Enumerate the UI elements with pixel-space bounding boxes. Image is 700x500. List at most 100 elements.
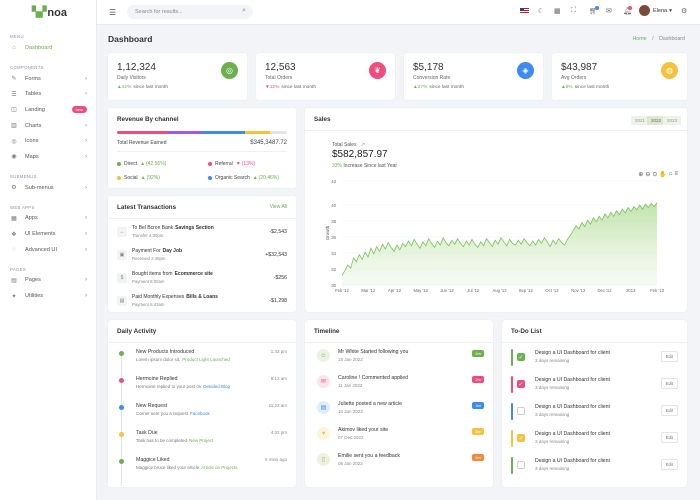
y-axis-label: Growth [325,225,330,240]
sidebar-item-tables[interactable]: ☰ Tables › [0,86,96,102]
sidebar-item-apps[interactable]: ▦ Apps › [0,211,96,227]
cart-icon[interactable]: 🛒︎ [589,8,598,15]
sidebar-section-label: MENU [10,34,24,39]
progress-segment [270,131,287,134]
activity-time: 4:32 pm [270,430,287,435]
year-toggle-2023[interactable]: 2023 [662,116,681,125]
todo-edit-button[interactable]: Edit [660,378,678,389]
channel-social: Social ▲(92%) [117,175,160,181]
user-menu[interactable]: Elena ▾ [639,5,672,16]
channel-dot [208,161,212,166]
menu-toggle-icon[interactable]: ☰ [109,8,117,17]
sidebar-item-icon: ⚙ [11,185,17,192]
sidebar-item-forms[interactable]: ✎ Forms › [0,71,96,87]
todo-edit-button[interactable]: Edit [660,432,678,443]
moon-icon[interactable]: ☾ [538,8,545,15]
stat-change-suffix: since last month [429,85,465,90]
activity-dot [119,432,124,437]
activity-link[interactable]: Facebook [190,411,210,416]
apps-grid-icon[interactable]: ▦ [554,8,561,15]
todo-text: Design a UI Dashboard for client [535,350,610,356]
activity-link[interactable]: Detailed Blog [203,384,231,389]
x-tick-label: Dec '12 [597,288,612,293]
sidebar-item-pages[interactable]: ▤ Pages › [0,273,96,289]
todo-edit-button[interactable]: Edit [660,351,678,362]
sidebar-item-dashboard[interactable]: ⌂ Dashboard [0,40,96,56]
transaction-icon: ↔ [117,227,127,237]
sidebar-item-icon: ◫ [11,107,17,114]
activity-time: 6:12 am [270,376,287,381]
sidebar-item-label: Dashboard [25,44,53,51]
sidebar-item-utilities[interactable]: ✦ Utilities › [0,288,96,304]
stat-card: 12,563 Total Orders ▼12% since last month ❦ [256,53,395,100]
fullscreen-icon[interactable]: ⛶ [571,7,576,14]
transaction-title[interactable]: Paid Monthly Expenses Bills & Loans [132,294,218,300]
sidebar-item-sub-menus[interactable]: ⚙ Sub-menus › [0,180,96,196]
todo-sub: 3 days remaining [535,358,570,363]
todo-checkbox[interactable] [517,407,525,415]
search-input[interactable]: Search for results... ⌕ [127,5,253,19]
transaction-title-bold: Day Job [162,248,183,254]
stat-label: Avg Orders [561,75,587,81]
settings-gear-icon[interactable]: ⚙ [681,8,688,15]
chat-icon[interactable]: ✉ [606,8,612,15]
timeline-badge: 5m [472,350,484,357]
breadcrumb-home[interactable]: Home [632,36,647,42]
activity-title: Daily Activity [117,328,157,335]
x-tick-label: 2013 [626,288,636,293]
zoom-area-icon[interactable]: ⊙ [652,172,658,178]
sidebar-item-label: UI Elements [25,231,56,238]
x-tick-label: Sep '12 [519,288,534,293]
todo-checkbox[interactable] [517,461,525,469]
sidebar-item-label: Tables [25,91,42,98]
activity-link[interactable]: New Project [189,438,214,443]
transaction-title[interactable]: Bought items from Ecommerce site [132,271,213,277]
brand-logo[interactable]: ▚▞ noa [0,0,96,25]
sidebar-section-label: PAGES [10,266,26,272]
chart-menu-icon[interactable]: ≡ [674,171,678,177]
y-tick-label: 36 [331,235,336,240]
sidebar-item-charts[interactable]: ▥ Charts › [0,118,96,134]
sidebar-item-icons[interactable]: ◎ Icons › [0,133,96,149]
x-tick-label: Jun '12 [440,288,454,293]
bell-icon[interactable]: 🔔︎ [623,8,632,15]
sidebar-section-label: WEB APPS [10,204,35,210]
todo-edit-button[interactable]: Edit [660,459,678,470]
todo-checkbox[interactable]: ✓ [517,434,525,442]
view-all-link[interactable]: View All [269,204,287,210]
activity-link[interactable]: Product Light Launched [182,357,230,362]
chevron-right-icon: › [85,215,87,222]
sidebar-item-label: Charts [25,122,42,129]
todo-checkbox[interactable]: ✓ [517,353,525,361]
transaction-title[interactable]: Payment For Day Job [132,248,182,254]
zoom-in-icon[interactable]: ⊕ [638,172,644,178]
sidebar-item-maps[interactable]: ◉ Maps › [0,149,96,165]
transaction-title[interactable]: To Bel Bcron Bank Savings Section [132,225,214,231]
todo-edit-button[interactable]: Edit [660,405,678,416]
stat-change-suffix: since last month [133,85,169,90]
activity-link[interactable]: Article on Projects [201,465,238,470]
todo-text: Design a UI Dashboard for client [535,404,610,410]
year-toggle-2022[interactable]: 2022 [646,116,665,125]
stat-change-suffix: since last month [281,85,317,90]
flag-us-icon[interactable] [520,8,529,16]
search-icon[interactable]: ⌕ [242,7,246,14]
sidebar-item-landing[interactable]: ◫ Landing new [0,102,96,118]
stat-change: ▲42% since last month [117,85,168,90]
transactions-title: Latest Transactions [117,204,177,211]
year-toggle-2021[interactable]: 2021 [630,116,649,125]
sidebar-item-advanced-ui[interactable]: ◌ Advanced UI › [0,242,96,258]
brand-name: noa [47,6,67,19]
sidebar-item-ui-elements[interactable]: ❖ UI Elements › [0,226,96,242]
chevron-right-icon: › [85,75,87,82]
reset-home-icon[interactable]: ⌂ [668,171,673,177]
timeline-card: Timeline ☺ Mr White Started following you… [305,320,493,487]
area-fill [342,202,657,285]
stat-value: 12,563 [265,62,296,73]
sidebar-item-icon: ◉ [11,154,17,161]
todo-checkbox[interactable]: ✓ [517,380,525,388]
zoom-out-icon[interactable]: ⊖ [645,172,651,178]
transaction-title-text: To Bel Bcron Bank [132,225,174,231]
y-tick-label: 40 [331,203,336,208]
pan-icon[interactable]: ✋ [659,172,667,178]
